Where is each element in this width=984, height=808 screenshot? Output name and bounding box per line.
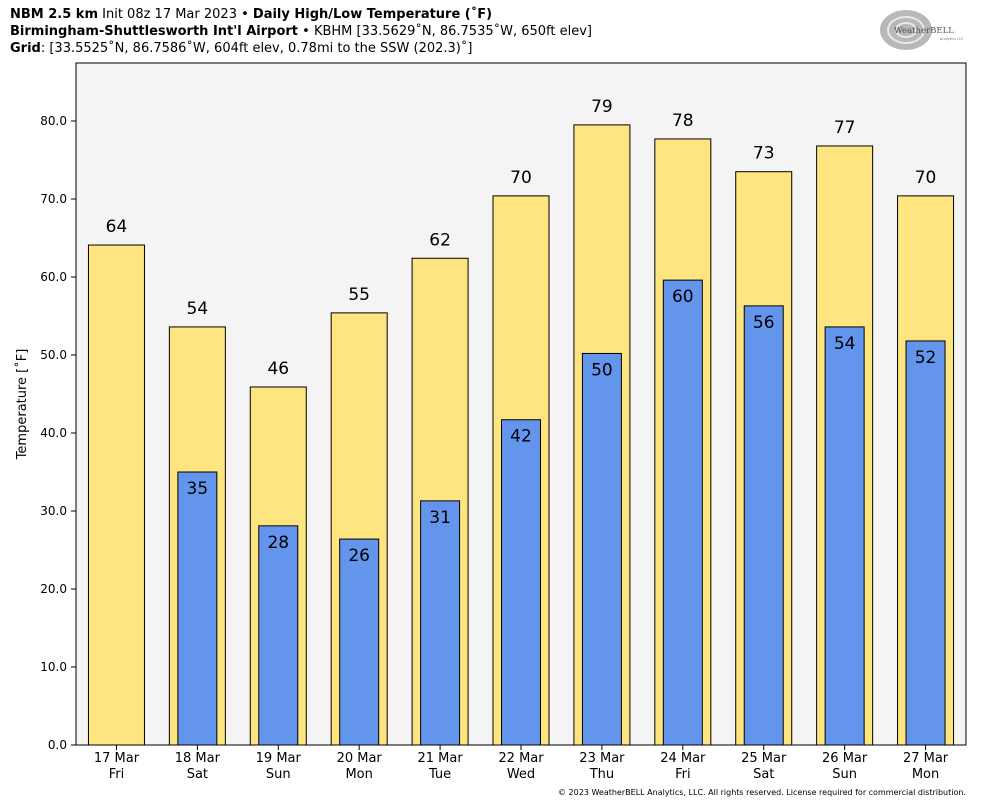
- y-tick-label: 20.0: [40, 582, 67, 596]
- low-value-label: 52: [915, 348, 937, 368]
- x-tick-date: 25 Mar: [741, 751, 787, 766]
- low-value-label: 54: [834, 334, 856, 354]
- low-bar: [501, 419, 541, 746]
- y-tick-label: 10.0: [40, 660, 67, 674]
- low-bar: [824, 326, 865, 746]
- y-tick-label: 50.0: [40, 348, 67, 362]
- copyright-notice: © 2023 WeatherBELL Analytics, LLC. All r…: [558, 788, 966, 797]
- x-tick-day: Thu: [589, 767, 614, 782]
- low-value-label: 28: [267, 533, 289, 553]
- high-value-label: 46: [267, 359, 289, 379]
- high-value-label: 55: [348, 285, 370, 305]
- low-bar: [905, 340, 946, 746]
- x-tick-day: Sun: [832, 767, 857, 782]
- logo-subtext: Analytics LLC: [940, 37, 964, 41]
- low-bar: [339, 538, 380, 746]
- x-tick-date: 27 Mar: [903, 751, 949, 766]
- low-bar: [662, 279, 703, 746]
- x-tick-day: Sun: [266, 767, 291, 782]
- low-value-label: 42: [510, 427, 532, 447]
- header-line-2: Birmingham-Shuttlesworth Int'l Airport •…: [10, 23, 592, 40]
- y-tick-label: 80.0: [40, 114, 67, 128]
- chart-title: Daily High/Low Temperature (˚F): [252, 7, 493, 22]
- high-value-label: 62: [429, 230, 451, 250]
- high-value-label: 54: [187, 299, 209, 319]
- high-value-label: 73: [753, 144, 775, 164]
- high-value-label: 70: [510, 168, 532, 188]
- x-tick-day: Mon: [912, 767, 939, 782]
- logo-text: WeatherBELL: [894, 26, 954, 36]
- x-tick-date: 24 Mar: [660, 751, 706, 766]
- x-tick-day: Mon: [345, 767, 372, 782]
- y-tick-label: 40.0: [40, 426, 67, 440]
- low-value-label: 35: [187, 479, 209, 499]
- y-tick-label: 0.0: [48, 738, 67, 752]
- y-tick-label: 30.0: [40, 504, 67, 518]
- x-tick-date: 17 Mar: [94, 751, 140, 766]
- low-value-label: 31: [429, 508, 451, 528]
- x-tick-day: Fri: [675, 767, 691, 782]
- header-line-1: NBM 2.5 km Init 08z 17 Mar 2023 • Daily …: [10, 6, 492, 23]
- high-value-label: 78: [672, 111, 694, 131]
- low-bar: [258, 525, 299, 746]
- station-name: Birmingham-Shuttlesworth Int'l Airport: [10, 24, 299, 39]
- x-tick-day: Wed: [507, 767, 535, 782]
- x-tick-date: 23 Mar: [579, 751, 625, 766]
- y-axis-label: Temperature [˚F]: [14, 349, 30, 461]
- high-value-label: 64: [106, 217, 128, 237]
- x-tick-date: 18 Mar: [175, 751, 221, 766]
- low-bar: [743, 305, 784, 746]
- y-tick-label: 60.0: [40, 270, 67, 284]
- weatherbell-logo: WeatherBELL Analytics LLC: [880, 10, 964, 50]
- x-tick-day: Fri: [109, 767, 125, 782]
- low-bar: [177, 471, 218, 746]
- low-bars: 35 28 26 31 42 50 60 56 54 52: [177, 279, 946, 746]
- high-value-label: 70: [915, 168, 937, 188]
- x-tick-day: Sat: [187, 767, 208, 782]
- high-value-label: 79: [591, 97, 613, 117]
- high-value-label: 77: [834, 118, 856, 138]
- low-value-label: 26: [348, 546, 370, 566]
- x-tick-date: 19 Mar: [256, 751, 302, 766]
- grid-info: : [33.5525˚N, 86.7586˚W, 604ft elev, 0.7…: [40, 41, 473, 56]
- y-axis: 0.0 10.0 20.0 30.0 40.0 50.0 60.0 70.0 80.0: [40, 114, 76, 752]
- low-bar: [420, 500, 461, 746]
- x-tick-date: 26 Mar: [822, 751, 868, 766]
- low-value-label: 50: [591, 360, 613, 380]
- high-bar: [87, 244, 145, 746]
- x-tick-day: Sat: [753, 767, 774, 782]
- x-tick-day: Tue: [428, 767, 451, 782]
- x-tick-date: 20 Mar: [337, 751, 383, 766]
- x-tick-date: 21 Mar: [417, 751, 463, 766]
- header-line-3: Grid: [33.5525˚N, 86.7586˚W, 604ft elev,…: [10, 40, 472, 57]
- low-value-label: 56: [753, 313, 775, 333]
- x-tick-date: 22 Mar: [498, 751, 544, 766]
- station-info: • KBHM [33.5629˚N, 86.7535˚W, 650ft elev…: [298, 24, 592, 39]
- low-bar: [581, 352, 622, 746]
- y-tick-label: 70.0: [40, 192, 67, 206]
- low-value-label: 60: [672, 287, 694, 307]
- model-name: NBM 2.5 km: [10, 7, 98, 22]
- init-time: Init 08z 17 Mar 2023 •: [98, 7, 253, 22]
- grid-label: Grid: [10, 41, 41, 56]
